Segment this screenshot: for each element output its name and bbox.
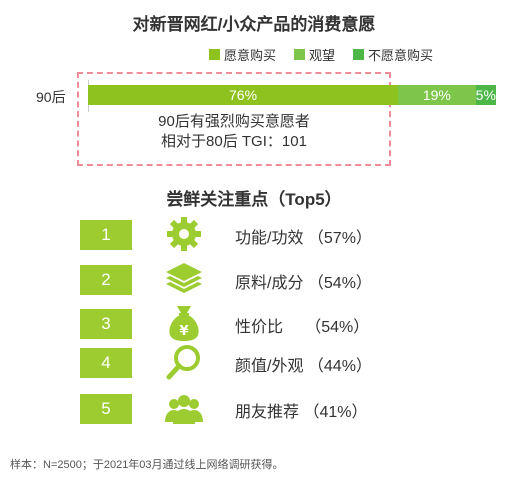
highlight-note: 90后有强烈购买意愿者 相对于80后 TGI：101 [96, 112, 372, 152]
legend-item-wait: 观望 [294, 45, 335, 64]
note-line-2: 相对于80后 TGI：101 [161, 133, 307, 150]
rank-badge-1: 1 [80, 220, 132, 250]
stacked-bar: 76% 19% 5% [88, 85, 496, 105]
legend-swatch-wait [294, 49, 306, 60]
rank-label-4: 颜值/外观 （44%） [235, 358, 372, 375]
gear-icon [167, 217, 201, 251]
ranking-row-5: 5 朋友推荐 （41%） [80, 394, 500, 424]
svg-text:¥: ¥ [179, 324, 188, 339]
rank-badge-4: 4 [80, 348, 132, 378]
note-line-1: 90后有强烈购买意愿者 [158, 113, 310, 130]
layers-icon [166, 263, 202, 293]
highlight-dashed-box [77, 72, 391, 166]
rank-badge-3: 3 [80, 309, 132, 339]
ranking-row-1: 1 功能/功效 （57%） [80, 217, 500, 251]
legend: 愿意购买 观望 不愿意购买 [209, 45, 451, 64]
bar-value-label: 19% [422, 87, 451, 103]
rank-label-5: 朋友推荐 （41%） [235, 404, 368, 421]
legend-label-willing: 愿意购买 [224, 48, 277, 63]
legend-label-wait: 观望 [309, 48, 336, 63]
ranking-row-4: 4 颜值/外观 （44%） [80, 345, 500, 380]
rank-badge-2: 2 [80, 265, 132, 295]
rank-badge-5: 5 [80, 394, 132, 424]
ranking-row-3: 3 ¥ 性价比 （54%） [80, 306, 500, 341]
money-bag-icon: ¥ [169, 306, 199, 341]
ranking-row-2: 2 原料/成分 （54%） [80, 263, 500, 295]
bar-segment-wait: 19% [398, 85, 476, 105]
legend-swatch-willing [209, 49, 220, 60]
legend-swatch-unwilling [353, 49, 365, 60]
legend-item-willing: 愿意购买 [209, 45, 276, 64]
rank-label-1: 功能/功效 （57%） [235, 230, 372, 247]
legend-item-unwilling: 不愿意购买 [353, 45, 433, 64]
rank-label-2: 原料/成分 （54%） [235, 275, 372, 292]
bar-value-label: 76% [229, 87, 258, 103]
legend-label-unwilling: 不愿意购买 [368, 48, 434, 63]
bar-segment-unwilling: 5% [475, 85, 496, 105]
bar-segment-willing: 76% [88, 85, 399, 105]
people-icon [165, 395, 203, 424]
chart-title: 对新晋网红/小众产品的消费意愿 [132, 15, 376, 34]
magnifier-icon [166, 345, 200, 380]
footnote: 样本：N=2500；于2021年03月通过线上网络调研获得。 [10, 459, 284, 471]
rank-label-3: 性价比 （54%） [235, 319, 370, 336]
bar-value-label: 5% [475, 87, 496, 103]
ranking-title: 尝鲜关注重点（Top5） [166, 190, 342, 209]
category-label: 90后 [36, 89, 66, 105]
